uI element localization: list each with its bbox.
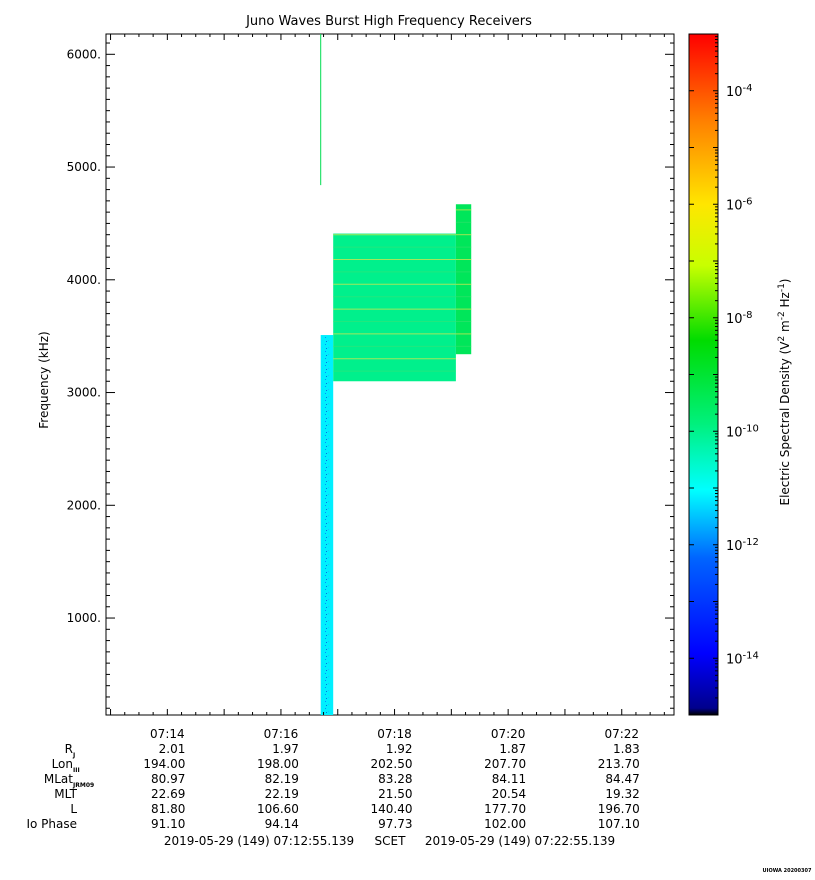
footer-tag: UIOWA 20200307 (763, 868, 812, 874)
ephemeris-value: 102.00 (484, 817, 526, 831)
ephemeris-value: 94.14 (265, 817, 299, 831)
colorbar-tick-label: 10-12 (726, 536, 759, 554)
ephemeris-value: 207.70 (484, 757, 526, 771)
y-tick-label: 5000. (67, 160, 101, 174)
colorbar-tick-label: 10-4 (726, 82, 753, 100)
y-tick-label: 1000. (67, 611, 101, 625)
x-tick-label: 07:18 (377, 727, 412, 741)
ephemeris-value: 22.69 (151, 787, 185, 801)
y-axis-label: Frequency (kHz) (37, 331, 51, 428)
ephemeris-row-sublabel: III (73, 767, 80, 774)
ephemeris-row-label: MLat (44, 772, 73, 786)
ephemeris-value: 198.00 (257, 757, 299, 771)
ephemeris-value: 213.70 (598, 757, 640, 771)
ephemeris-value: 194.00 (143, 757, 185, 771)
colorbar-tick-label: 10-14 (726, 650, 759, 668)
ephemeris-value: 2.01 (159, 742, 186, 756)
time-range-end: 2019-05-29 (149) 07:22:55.139 (425, 834, 615, 848)
ephemeris-value: 106.60 (257, 802, 299, 816)
ephemeris-value: 107.10 (598, 817, 640, 831)
x-tick-label: 07:22 (604, 727, 639, 741)
ephemeris-row-label: Lon (52, 757, 73, 771)
chart-title: Juno Waves Burst High Frequency Receiver… (245, 14, 532, 29)
ephemeris-value: 84.47 (605, 772, 639, 786)
ephemeris-value: 140.40 (371, 802, 413, 816)
spectral-block-2 (333, 233, 456, 382)
ephemeris-value: 19.32 (605, 787, 639, 801)
ephemeris-table: R J 2.01 1.97 1.92 1.87 1.83 Lon III 194.00 198.00… (26, 742, 639, 831)
colorbar-tick-label: 10-6 (726, 196, 753, 214)
spectral-block-3 (455, 204, 472, 355)
spectrogram-layer (320, 34, 472, 715)
ephemeris-value: 1.97 (272, 742, 299, 756)
ephemeris-value: 91.10 (151, 817, 185, 831)
time-range-scale: SCET (375, 834, 407, 848)
y-tick-label: 3000. (67, 386, 101, 400)
ephemeris-value: 1.92 (386, 742, 413, 756)
x-tick-label: 07:14 (150, 727, 185, 741)
y-tick-label: 4000. (67, 273, 101, 287)
colorbar-tick-label: 10-10 (726, 423, 759, 441)
ephemeris-value: 196.70 (598, 802, 640, 816)
ephemeris-value: 22.19 (265, 787, 299, 801)
y-tick-label: 2000. (67, 498, 101, 512)
y-axis: 1000. 2000. 3000. 4000. 5000. 6000. (67, 42, 674, 709)
spectral-speckle-1 (322, 335, 331, 715)
ephemeris-row-sublabel: J (72, 752, 75, 759)
x-tick-label: 07:20 (491, 727, 526, 741)
plot-area: 1000.2000.3000.4000.5000.6000. 07:14 07:1… (67, 33, 675, 741)
time-range-start: 2019-05-29 (149) 07:12:55.139 (164, 834, 354, 848)
ephemeris-value: 84.11 (492, 772, 526, 786)
ephemeris-value: 80.97 (151, 772, 185, 786)
ephemeris-row-label: R (65, 742, 73, 756)
colorbar-label: Electric Spectral Density (V2 m-2 Hz-1) (777, 278, 792, 505)
ephemeris-row-label: MLT (54, 787, 77, 801)
ephemeris-row-label: Io Phase (26, 817, 77, 831)
colorbar: 10-14 10-12 10-10 10-8 10-6 10-4 (688, 33, 759, 716)
ephemeris-row-sublabel: JRM09 (72, 782, 94, 789)
ephemeris-value: 20.54 (492, 787, 526, 801)
ephemeris-value: 1.83 (613, 742, 640, 756)
ephemeris-value: 97.73 (378, 817, 412, 831)
y-tick-label: 6000. (67, 47, 101, 61)
x-axis: 07:14 07:16 07:18 07:20 07:22 (110, 34, 665, 741)
x-tick-label: 07:16 (264, 727, 299, 741)
ephemeris-value: 82.19 (265, 772, 299, 786)
ephemeris-value: 81.80 (151, 802, 185, 816)
ephemeris-value: 83.28 (378, 772, 412, 786)
colorbar-tick-label: 10-8 (726, 309, 753, 327)
ephemeris-value: 177.70 (484, 802, 526, 816)
ephemeris-value: 202.50 (371, 757, 413, 771)
ephemeris-value: 21.50 (378, 787, 412, 801)
colorbar-ticks: 10-14 10-12 10-10 10-8 10-6 10-4 (689, 36, 759, 699)
ephemeris-value: 1.87 (499, 742, 526, 756)
ephemeris-row-label: L (70, 802, 77, 816)
